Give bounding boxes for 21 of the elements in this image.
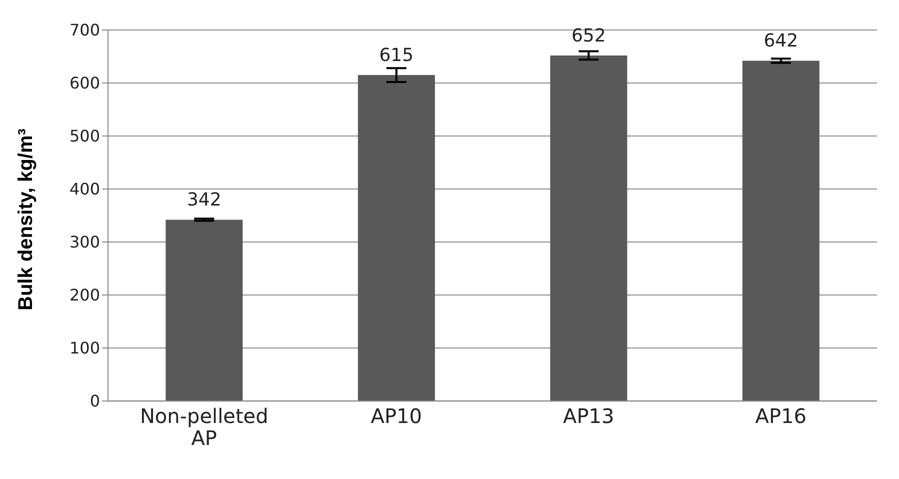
bar	[550, 55, 628, 401]
bar	[742, 60, 820, 401]
y-tick-label: 200	[69, 286, 100, 305]
data-label: 642	[764, 30, 798, 52]
x-tick-label: AP10	[370, 404, 422, 428]
data-label: 342	[186, 190, 222, 211]
y-tick-label: 0	[90, 392, 100, 411]
y-tick-label: 500	[69, 126, 100, 146]
y-tick-label: 600	[69, 74, 100, 93]
data-label: 615	[379, 45, 414, 66]
bar	[166, 220, 243, 401]
x-tick-label: Non-pelleted AP	[140, 404, 268, 450]
y-tick-label: 400	[69, 180, 100, 199]
x-tick-label: AP16	[755, 404, 806, 428]
y-tick-label: 100	[69, 338, 100, 358]
x-tick-label: AP13	[563, 404, 614, 428]
bar	[358, 75, 435, 401]
y-axis-title: Bulk density, kg/m³	[15, 128, 38, 310]
data-label: 652	[571, 25, 606, 46]
y-tick-label: 700	[69, 20, 100, 40]
y-tick-label: 300	[69, 232, 100, 252]
